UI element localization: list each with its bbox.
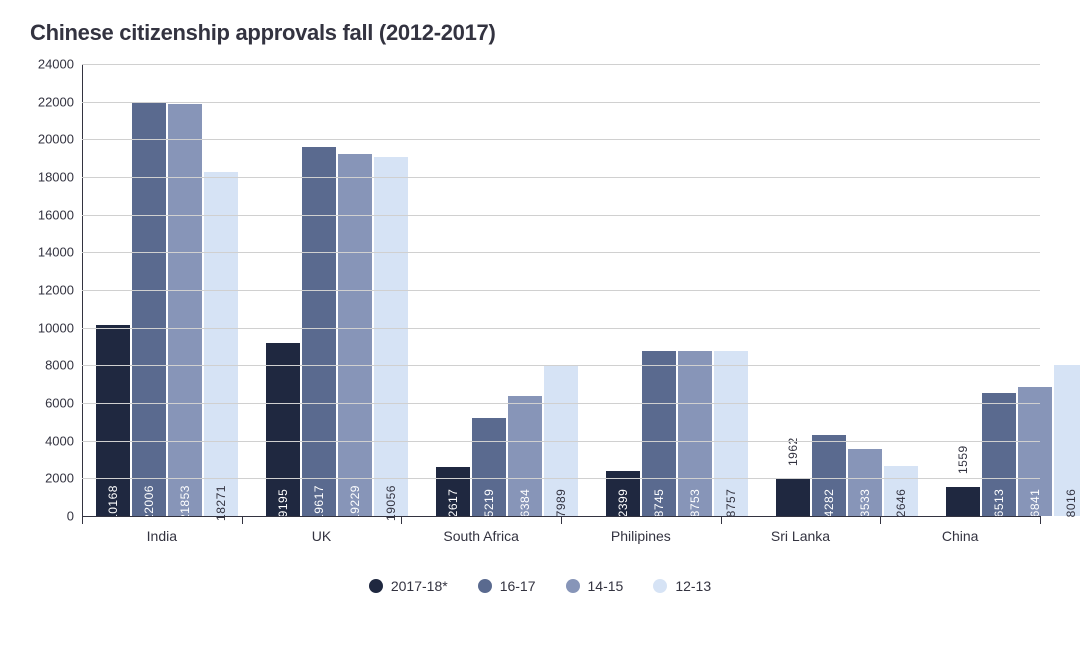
bar: 5219 (472, 418, 506, 516)
legend-label: 16-17 (500, 578, 536, 594)
legend-item: 12-13 (653, 578, 711, 594)
y-tick-label: 22000 (38, 94, 82, 109)
legend-swatch (653, 579, 667, 593)
x-category-label: India (147, 528, 177, 544)
x-tick (880, 516, 881, 524)
chart-title: Chinese citizenship approvals fall (2012… (30, 20, 1050, 46)
bar-value-label: 2646 (894, 489, 908, 518)
x-category-label: China (942, 528, 979, 544)
gridline (82, 441, 1040, 442)
bar: 1559 (946, 487, 980, 516)
bar-value-label: 2399 (616, 489, 630, 518)
x-tick (721, 516, 722, 524)
y-tick-label: 20000 (38, 132, 82, 147)
y-tick-label: 6000 (45, 396, 82, 411)
bar: 19056 (374, 157, 408, 516)
x-category-label: Sri Lanka (771, 528, 830, 544)
bar-value-label: 3533 (858, 489, 872, 518)
x-tick (1040, 516, 1041, 524)
y-tick-label: 8000 (45, 358, 82, 373)
y-tick-label: 2000 (45, 471, 82, 486)
bar: 4282 (812, 435, 846, 516)
gridline (82, 252, 1040, 253)
x-tick (82, 516, 83, 524)
bar-value-label: 5219 (482, 489, 496, 518)
legend-item: 14-15 (566, 578, 624, 594)
bar: 6384 (508, 396, 542, 516)
bar-value-label: 4282 (822, 489, 836, 518)
y-tick-label: 14000 (38, 245, 82, 260)
gridline (82, 102, 1040, 103)
bar-value-label: 7989 (554, 489, 568, 518)
bar-value-label: 9195 (276, 489, 290, 518)
bar: 1962 (776, 479, 810, 516)
gridline (82, 290, 1040, 291)
legend-swatch (478, 579, 492, 593)
gridline (82, 64, 1040, 65)
bar: 3533 (848, 449, 882, 516)
bar: 8016 (1054, 365, 1080, 516)
bar: 8757 (714, 351, 748, 516)
x-tick (401, 516, 402, 524)
gridline (82, 328, 1040, 329)
bar: 6841 (1018, 387, 1052, 516)
bar: 10168 (96, 325, 130, 516)
gridline (82, 478, 1040, 479)
plot-region: 10168220062185318271 9195 196171922919056 2… (82, 64, 1040, 516)
bar-value-label: 6513 (992, 489, 1006, 518)
legend-item: 16-17 (478, 578, 536, 594)
y-tick-label: 12000 (38, 283, 82, 298)
bar: 8745 (642, 351, 676, 516)
legend-label: 12-13 (675, 578, 711, 594)
y-tick-label: 0 (67, 509, 82, 524)
bar: 6513 (982, 393, 1016, 516)
bar-value-label: 2617 (446, 489, 460, 518)
gridline (82, 139, 1040, 140)
y-tick-label: 4000 (45, 433, 82, 448)
bar-value-label: 6384 (518, 489, 532, 518)
gridline (82, 215, 1040, 216)
bar-value-label: 8753 (688, 489, 702, 518)
bar: 21853 (168, 104, 202, 516)
bar: 9195 (266, 343, 300, 516)
x-axis: India UK South Africa Philipines Sri Lanka Ch… (82, 516, 1040, 564)
bar-value-label: 6841 (1028, 489, 1042, 518)
bar: 19229 (338, 154, 372, 516)
x-category-label: Philipines (611, 528, 671, 544)
legend-swatch (566, 579, 580, 593)
bar: 19617 (302, 147, 336, 516)
gridline (82, 365, 1040, 366)
x-category-label: South Africa (443, 528, 519, 544)
gridline (82, 177, 1040, 178)
legend-swatch (369, 579, 383, 593)
bar: 22006 (132, 102, 166, 516)
bar-value-label: 8016 (1064, 489, 1078, 518)
legend: 2017-18* 16-17 14-15 12-13 (30, 578, 1050, 594)
x-tick (242, 516, 243, 524)
legend-item: 2017-18* (369, 578, 448, 594)
bar-value-label: 1962 (786, 437, 800, 466)
bar: 8753 (678, 351, 712, 516)
x-tick (561, 516, 562, 524)
gridline (82, 403, 1040, 404)
chart-area: 10168220062185318271 9195 196171922919056 2… (30, 64, 1050, 564)
y-tick-label: 24000 (38, 57, 82, 72)
bar-value-label: 1559 (956, 445, 970, 474)
x-category-label: UK (312, 528, 331, 544)
bar: 18271 (204, 172, 238, 516)
bar-value-label: 8757 (724, 489, 738, 518)
legend-label: 14-15 (588, 578, 624, 594)
bar-value-label: 8745 (652, 489, 666, 518)
y-tick-label: 10000 (38, 320, 82, 335)
bar: 2617 (436, 467, 470, 516)
y-tick-label: 16000 (38, 207, 82, 222)
bar: 2646 (884, 466, 918, 516)
y-tick-label: 18000 (38, 170, 82, 185)
legend-label: 2017-18* (391, 578, 448, 594)
